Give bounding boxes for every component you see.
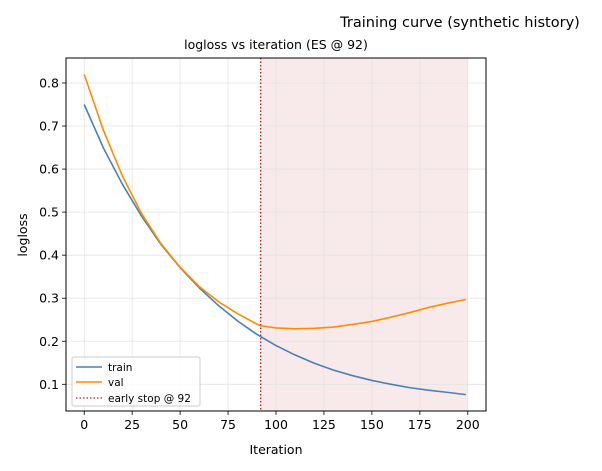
x-tick-label: 100 (264, 417, 288, 432)
x-tick-label: 25 (124, 417, 140, 432)
x-tick-label: 200 (456, 417, 480, 432)
y-tick-label: 0.4 (39, 248, 59, 263)
series-line-val (83, 74, 467, 330)
x-axis-label: Iteration (249, 442, 302, 457)
legend-box (71, 356, 201, 407)
y-tick-label: 0.5 (39, 205, 59, 220)
x-tick-label: 50 (172, 417, 188, 432)
x-tick-label: 175 (408, 417, 432, 432)
x-tick-label: 125 (312, 417, 336, 432)
x-tick-label: 75 (220, 417, 236, 432)
chart-title: logloss vs iteration (ES @ 92) (184, 37, 368, 52)
x-tick-label: 150 (360, 417, 384, 432)
legend-label-val: val (108, 377, 124, 389)
figure-suptitle: Training curve (synthetic history) (339, 15, 580, 31)
y-tick-label: 0.8 (39, 75, 59, 90)
y-tick-label: 0.6 (39, 162, 59, 177)
y-axis: 0.1 0.2 0.3 0.4 0.5 0.6 0.7 0.8 (39, 75, 66, 392)
y-tick-label: 0.7 (39, 119, 59, 134)
y-axis-label: logloss (15, 213, 30, 256)
x-tick-label: 0 (80, 417, 88, 432)
legend-label-train: train (108, 362, 132, 374)
series-line-train (83, 104, 466, 396)
y-tick-label: 0.1 (39, 377, 59, 392)
plot-area (66, 58, 486, 411)
legend: train val early stop @ 92 (71, 356, 201, 407)
legend-label-early-stop: early stop @ 92 (108, 393, 191, 405)
early-stop-shade (260, 58, 468, 411)
y-tick-label: 0.2 (39, 334, 59, 349)
y-tick-label: 0.3 (39, 291, 59, 306)
x-axis: 0 25 50 75 100 125 150 175 200 (80, 411, 480, 432)
